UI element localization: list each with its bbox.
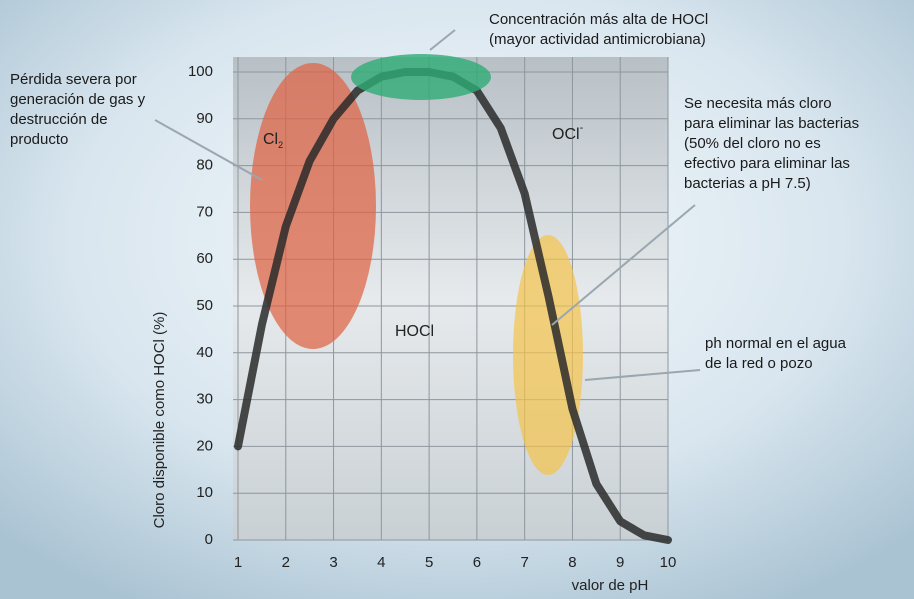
x-axis-label: valor de pH bbox=[572, 577, 649, 594]
max-hocl-zone bbox=[351, 54, 491, 100]
annotation-line: ph normal en el agua bbox=[705, 335, 847, 352]
chart: valor de pH Cloro disponible como HOCl (… bbox=[0, 0, 914, 599]
region-label-text: OCl bbox=[552, 126, 580, 143]
x-tick-label: 7 bbox=[520, 554, 528, 571]
y-tick-label: 100 bbox=[188, 63, 213, 80]
x-tick-label: 3 bbox=[329, 554, 337, 571]
annotation-line: producto bbox=[10, 131, 68, 148]
annotation-line: Se necesita más cloro bbox=[684, 95, 832, 112]
x-tick-label: 1 bbox=[234, 554, 242, 571]
x-tick-label: 4 bbox=[377, 554, 385, 571]
x-tick-label: 8 bbox=[568, 554, 576, 571]
y-tick-label: 60 bbox=[196, 250, 213, 267]
x-tick-label: 9 bbox=[616, 554, 624, 571]
annotation-line: de la red o pozo bbox=[705, 355, 813, 372]
y-tick-label: 20 bbox=[196, 437, 213, 454]
x-tick-label: 10 bbox=[660, 554, 677, 571]
region-label: HOCl bbox=[395, 323, 434, 340]
annotation-line: (50% del cloro no es bbox=[684, 135, 821, 152]
x-tick-label: 2 bbox=[282, 554, 290, 571]
y-axis-label: Cloro disponible como HOCl (%) bbox=[151, 312, 168, 529]
x-tick-label: 5 bbox=[425, 554, 433, 571]
y-tick-label: 90 bbox=[196, 110, 213, 127]
annotation-line: Concentración más alta de HOCl bbox=[489, 11, 708, 28]
annotation-line: generación de gas y bbox=[10, 91, 146, 108]
annotation-line: bacterias a pH 7.5) bbox=[684, 175, 811, 192]
annotation-line: efectivo para eliminar las bbox=[684, 155, 850, 172]
annotation-line: destrucción de bbox=[10, 111, 108, 128]
annotation-line: Pérdida severa por bbox=[10, 71, 137, 88]
y-tick-label: 80 bbox=[196, 157, 213, 174]
y-tick-label: 40 bbox=[196, 344, 213, 361]
y-tick-label: 50 bbox=[196, 297, 213, 314]
y-tick-label: 70 bbox=[196, 203, 213, 220]
annotation-line: para eliminar las bacterias bbox=[684, 115, 859, 132]
subscript: 2 bbox=[278, 140, 283, 150]
y-tick-label: 30 bbox=[196, 391, 213, 408]
y-tick-label: 10 bbox=[196, 484, 213, 501]
annotation-line: (mayor actividad antimicrobiana) bbox=[489, 31, 706, 48]
region-label-text: HOCl bbox=[395, 323, 434, 340]
x-tick-label: 6 bbox=[473, 554, 481, 571]
region-label-text: Cl bbox=[263, 131, 278, 148]
y-tick-label: 0 bbox=[205, 531, 213, 548]
superscript: - bbox=[580, 122, 584, 134]
normal-ph-zone bbox=[513, 235, 583, 475]
